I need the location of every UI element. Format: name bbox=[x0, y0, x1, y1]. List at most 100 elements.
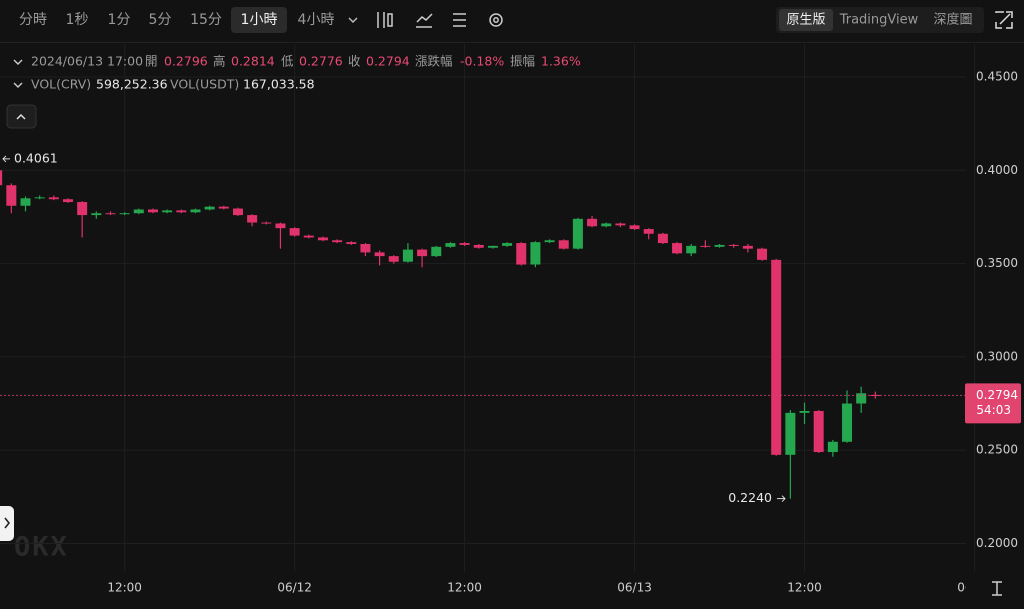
candle-body bbox=[417, 249, 428, 257]
indicator-icon[interactable] bbox=[416, 13, 433, 28]
drawing-icon[interactable] bbox=[453, 13, 466, 27]
x-tick-label: 06/14 bbox=[957, 581, 992, 595]
x-tick-label: 06/12 bbox=[277, 581, 312, 595]
candle-body bbox=[317, 237, 328, 241]
candle-type-icon[interactable] bbox=[377, 12, 393, 28]
y-tick-label: 0.4500 bbox=[976, 70, 1018, 84]
candle-body bbox=[714, 244, 725, 247]
interval-tab[interactable]: 5分 bbox=[149, 12, 172, 28]
candle-body bbox=[757, 248, 768, 260]
high-label: 0.4061 bbox=[14, 150, 58, 165]
view-tab[interactable]: TradingView bbox=[839, 13, 919, 28]
candle-body bbox=[785, 412, 796, 455]
candle-body bbox=[133, 209, 144, 214]
candle-body bbox=[218, 206, 229, 209]
candle-body bbox=[0, 170, 3, 186]
view-tab[interactable]: 深度圖 bbox=[933, 12, 972, 28]
candle-body bbox=[487, 245, 498, 248]
interval-tab[interactable]: 1小時 bbox=[241, 12, 278, 28]
candle-body bbox=[261, 222, 272, 224]
legend-value: 0.2796 bbox=[164, 54, 208, 69]
y-tick-label: 0.2000 bbox=[976, 536, 1018, 550]
candle-body bbox=[473, 244, 484, 248]
candle-body bbox=[204, 206, 215, 210]
candle-body bbox=[20, 198, 31, 206]
candle-body bbox=[700, 245, 711, 247]
volume-value: 598,252.36 bbox=[96, 77, 168, 92]
selected-view-bg bbox=[779, 9, 833, 31]
candle-body bbox=[162, 210, 173, 213]
candle-body bbox=[502, 243, 513, 246]
x-tick-label: 12:00 bbox=[107, 581, 142, 595]
candle-body bbox=[657, 233, 668, 244]
interval-tab[interactable]: 分時 bbox=[19, 12, 47, 28]
candle-body bbox=[601, 223, 612, 227]
candle-body bbox=[360, 244, 371, 253]
selected-interval-bg bbox=[231, 7, 287, 33]
x-tick-label: 12:00 bbox=[787, 581, 822, 595]
candle-body bbox=[91, 213, 102, 216]
interval-tab[interactable]: 1秒 bbox=[66, 12, 89, 28]
low-arrow bbox=[777, 495, 786, 503]
candle-body bbox=[77, 202, 88, 216]
candle-body bbox=[402, 249, 413, 262]
axis-settings-icon[interactable] bbox=[992, 581, 1002, 596]
legend-time: 2024/06/13 17:00 bbox=[31, 54, 143, 69]
candle-body bbox=[48, 197, 59, 200]
candle-body bbox=[431, 246, 442, 257]
interval-dropdown[interactable] bbox=[348, 17, 358, 24]
volume-label: VOL(USDT) bbox=[170, 77, 239, 92]
candle-body bbox=[587, 218, 598, 227]
legend-collapse[interactable] bbox=[13, 59, 23, 88]
legend-label: 收 bbox=[348, 54, 361, 69]
legend-value: 0.2794 bbox=[366, 54, 410, 69]
price-tag-label: 0.2794 bbox=[976, 388, 1018, 402]
countdown: 54:03 bbox=[976, 403, 1011, 417]
candle-body bbox=[176, 210, 187, 213]
candle-body bbox=[572, 218, 583, 249]
legend-label: 低 bbox=[281, 54, 294, 69]
legend-value: 0.2814 bbox=[231, 54, 275, 69]
candle-body bbox=[34, 197, 45, 199]
volume-value: 167,033.58 bbox=[243, 77, 315, 92]
candle-body bbox=[105, 213, 116, 215]
settings-icon[interactable] bbox=[489, 13, 503, 27]
legend-value: 0.2776 bbox=[299, 54, 343, 69]
candle-body bbox=[643, 229, 654, 234]
candle-body bbox=[303, 235, 314, 238]
settings-icon-center[interactable] bbox=[493, 17, 499, 23]
side-panel-chevron[interactable] bbox=[4, 517, 11, 529]
watermark: OKX bbox=[14, 532, 69, 563]
legend-label: 振幅 bbox=[510, 54, 535, 69]
candle-body bbox=[771, 259, 782, 455]
fullscreen-icon[interactable] bbox=[995, 11, 1013, 29]
interval-tab[interactable]: 1分 bbox=[108, 12, 131, 28]
candle-body bbox=[615, 223, 626, 226]
candle-body bbox=[6, 185, 17, 206]
ui-layer: 分時 1秒 1分 5分 15分 1小時 4小時 原生版 TradingView 深度圖 2024/0… bbox=[0, 12, 1021, 550]
x-axis: 12:00 06/12 12:00 06/13 12:00 06/14 bbox=[107, 581, 992, 595]
collapse-chevron[interactable] bbox=[16, 113, 26, 120]
toolbar-icons[interactable] bbox=[377, 12, 503, 28]
view-tab[interactable]: 原生版 bbox=[786, 13, 825, 28]
candle-body bbox=[190, 209, 201, 213]
candle-body bbox=[728, 244, 739, 246]
x-tick-label: 06/13 bbox=[617, 581, 652, 595]
side-panel-tab[interactable] bbox=[0, 506, 14, 541]
candle-body bbox=[558, 240, 569, 249]
candle-body bbox=[119, 213, 130, 215]
y-tick-label: 0.3000 bbox=[976, 349, 1018, 363]
candle-body bbox=[742, 245, 753, 249]
legend-label: 高 bbox=[213, 54, 226, 69]
plot bbox=[0, 170, 881, 499]
candle-body bbox=[232, 208, 243, 216]
interval-tab[interactable]: 4小時 bbox=[298, 12, 335, 28]
candle-body bbox=[346, 242, 357, 245]
y-tick-label: 0.2500 bbox=[976, 443, 1018, 457]
low-label: 0.2240 bbox=[728, 490, 772, 505]
candle-body bbox=[332, 240, 343, 243]
interval-tab[interactable]: 15分 bbox=[190, 12, 222, 28]
candle-body bbox=[856, 393, 867, 404]
candle-body bbox=[147, 209, 158, 213]
